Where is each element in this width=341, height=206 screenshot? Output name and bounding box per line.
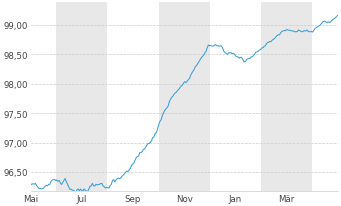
Bar bbox=[261, 4, 312, 191]
Bar bbox=[159, 4, 210, 191]
Bar bbox=[56, 4, 107, 191]
